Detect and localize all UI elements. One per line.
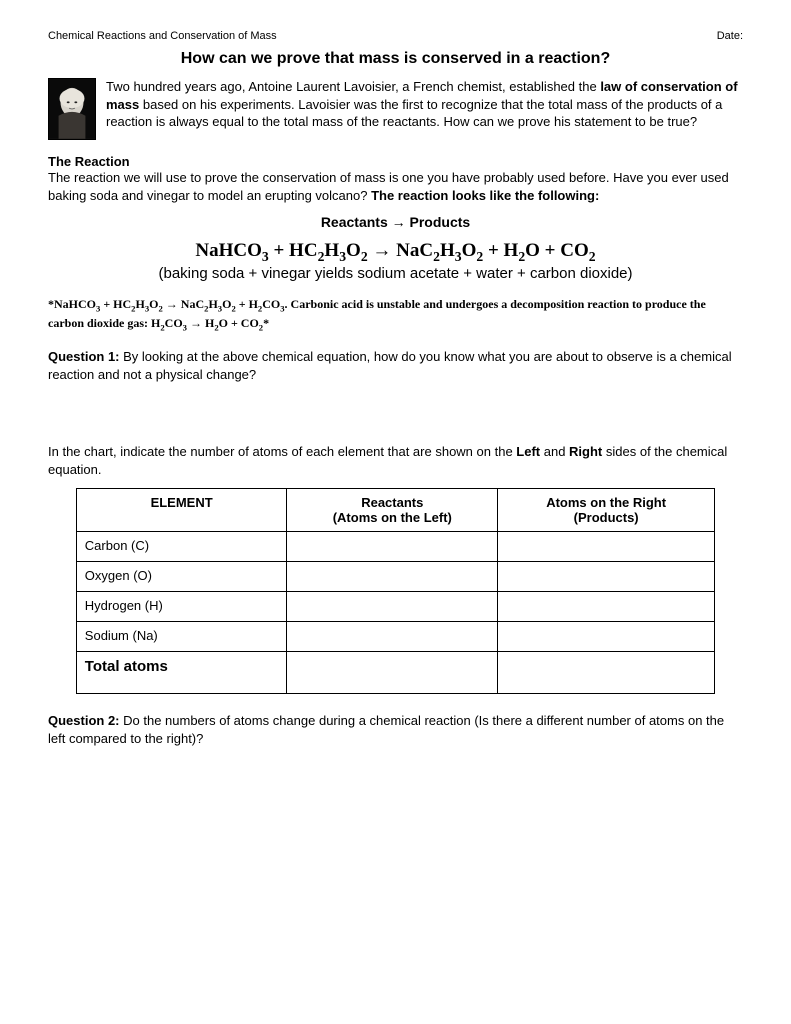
equation-description: (baking soda + vinegar yields sodium ace… <box>48 265 743 282</box>
q2-label: Question 2: <box>48 713 120 728</box>
col-element: ELEMENT <box>76 489 287 532</box>
intro-block: Two hundred years ago, Antoine Laurent L… <box>48 78 743 140</box>
chemical-equation: NaHCO3 + HC2H3O2 → NaC2H3O2 + H2O + CO2 <box>48 240 743 265</box>
atoms-table: ELEMENT Reactants(Atoms on the Left) Ato… <box>76 488 715 694</box>
table-row: Sodium (Na) <box>76 622 714 652</box>
chart-intro-d: Right <box>569 444 602 459</box>
total-row: Total atoms <box>76 652 714 694</box>
total-cell <box>498 652 715 694</box>
intro-text-a: Two hundred years ago, Antoine Laurent L… <box>106 79 600 94</box>
element-cell: Sodium (Na) <box>76 622 287 652</box>
element-cell: Oxygen (O) <box>76 562 287 592</box>
value-cell <box>287 532 498 562</box>
chart-intro-c: and <box>540 444 569 459</box>
chart-intro: In the chart, indicate the number of ato… <box>48 443 743 478</box>
value-cell <box>287 562 498 592</box>
reaction-body: The reaction we will use to prove the co… <box>48 169 743 204</box>
value-cell <box>498 562 715 592</box>
intro-paragraph: Two hundred years ago, Antoine Laurent L… <box>106 78 743 140</box>
reactants-products-label: Reactants → Products <box>48 214 743 230</box>
chart-intro-a: In the chart, indicate the number of ato… <box>48 444 516 459</box>
page-title: How can we prove that mass is conserved … <box>48 50 743 68</box>
header-right: Date: <box>717 30 743 42</box>
table-body: Carbon (C)Oxygen (O)Hydrogen (H)Sodium (… <box>76 532 714 694</box>
element-cell: Carbon (C) <box>76 532 287 562</box>
lavoisier-portrait <box>48 78 96 140</box>
col-reactants: Reactants(Atoms on the Left) <box>287 489 498 532</box>
total-label: Total atoms <box>76 652 287 694</box>
reaction-heading: The Reaction <box>48 154 743 169</box>
element-cell: Hydrogen (H) <box>76 592 287 622</box>
table-header-row: ELEMENT Reactants(Atoms on the Left) Ato… <box>76 489 714 532</box>
table-row: Carbon (C) <box>76 532 714 562</box>
header-left: Chemical Reactions and Conservation of M… <box>48 30 277 42</box>
total-cell <box>287 652 498 694</box>
value-cell <box>287 622 498 652</box>
intro-text-c: based on his experiments. Lavoisier was … <box>106 97 722 130</box>
decomposition-note: *NaHCO3 + HC2H3O2 → NaC2H3O2 + H2CO3. Ca… <box>48 296 743 334</box>
value-cell <box>498 532 715 562</box>
table-row: Hydrogen (H) <box>76 592 714 622</box>
value-cell <box>498 622 715 652</box>
chart-intro-b: Left <box>516 444 540 459</box>
reaction-body-b: The reaction looks like the following: <box>371 188 599 203</box>
question-2: Question 2: Do the numbers of atoms chan… <box>48 712 743 747</box>
table-row: Oxygen (O) <box>76 562 714 592</box>
reaction-section: The Reaction The reaction we will use to… <box>48 154 743 204</box>
q2-text: Do the numbers of atoms change during a … <box>48 713 724 746</box>
col-products: Atoms on the Right(Products) <box>498 489 715 532</box>
question-1: Question 1: By looking at the above chem… <box>48 348 743 383</box>
worksheet-page: Chemical Reactions and Conservation of M… <box>0 0 791 1024</box>
q1-label: Question 1: <box>48 349 120 364</box>
q1-text: By looking at the above chemical equatio… <box>48 349 732 382</box>
value-cell <box>498 592 715 622</box>
value-cell <box>287 592 498 622</box>
page-header: Chemical Reactions and Conservation of M… <box>48 30 743 42</box>
